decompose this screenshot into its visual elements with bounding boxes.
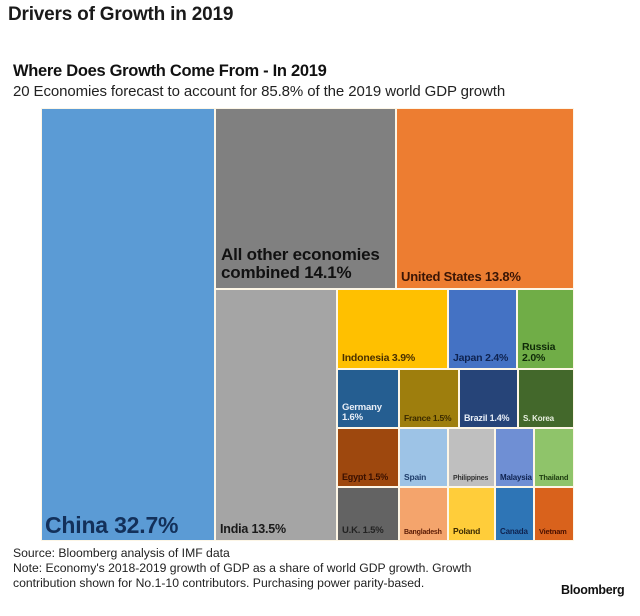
- tile-label: All other economies combined 14.1%: [221, 245, 380, 283]
- treemap-tile-vietnam: Vietnam: [534, 487, 574, 541]
- treemap-tile-poland: Poland: [448, 487, 495, 541]
- tile-label: Malaysia: [500, 472, 532, 482]
- treemap-tile-malaysia: Malaysia: [495, 428, 534, 487]
- bloomberg-logo: Bloomberg: [561, 583, 625, 597]
- treemap-tile-united-states: United States 13.8%: [396, 108, 574, 289]
- treemap-tile-russia: Russia 2.0%: [517, 289, 574, 369]
- treemap-tile-india: India 13.5%: [215, 289, 337, 541]
- treemap-tile-indonesia: Indonesia 3.9%: [337, 289, 448, 369]
- treemap-tile-s-korea: S. Korea: [518, 369, 574, 428]
- treemap-tile-u-k: U.K. 1.5%: [337, 487, 399, 541]
- tile-label: U.K. 1.5%: [342, 525, 384, 537]
- tile-label: Poland: [453, 526, 481, 537]
- tile-label: Thailand: [539, 473, 569, 483]
- tile-label: Philippines: [453, 474, 489, 482]
- treemap-tile-bangladesh: Bangladesh: [399, 487, 448, 541]
- tile-label: Spain: [404, 472, 427, 483]
- tile-label: Canada: [500, 526, 528, 536]
- treemap-tile-japan: Japan 2.4%: [448, 289, 517, 369]
- treemap-tile-spain: Spain: [399, 428, 448, 487]
- tile-label: Russia 2.0%: [522, 340, 556, 364]
- chart-subtitle: 20 Economies forecast to account for 85.…: [13, 83, 506, 100]
- chart-title: Where Does Growth Come From - In 2019: [13, 62, 327, 80]
- tile-label: Japan 2.4%: [453, 351, 509, 364]
- tile-label: India 13.5%: [220, 521, 286, 536]
- treemap-tile-thailand: Thailand: [534, 428, 574, 487]
- source-note: Source: Bloomberg analysis of IMF data: [13, 546, 230, 560]
- treemap-tile-brazil: Brazil 1.4%: [459, 369, 518, 428]
- tile-label: S. Korea: [523, 413, 554, 423]
- treemap-tile-china: China 32.7%: [41, 108, 215, 541]
- tile-label: China 32.7%: [45, 511, 179, 538]
- treemap-tile-philippines: Philippines: [448, 428, 495, 487]
- method-note-line-1: Note: Economy's 2018-2019 growth of GDP …: [13, 561, 472, 575]
- treemap-tile-canada: Canada: [495, 487, 534, 541]
- tile-label: Bangladesh: [404, 528, 442, 536]
- treemap-tile-france: France 1.5%: [399, 369, 459, 428]
- tile-label: Egypt 1.5%: [342, 471, 389, 482]
- treemap-tile-germany: Germany 1.6%: [337, 369, 399, 428]
- method-note-line-2: contribution shown for No.1-10 contribut…: [13, 576, 425, 590]
- footnotes: Source: Bloomberg analysis of IMF data N…: [13, 546, 471, 591]
- treemap-tile-egypt: Egypt 1.5%: [337, 428, 399, 487]
- page-title: Drivers of Growth in 2019: [8, 4, 234, 25]
- tile-label: Germany 1.6%: [342, 402, 382, 424]
- tile-label: Vietnam: [539, 527, 567, 537]
- tile-label: France 1.5%: [404, 413, 452, 424]
- tile-label: Indonesia 3.9%: [342, 351, 416, 364]
- tile-label: Brazil 1.4%: [464, 412, 510, 423]
- tile-label: United States 13.8%: [401, 269, 521, 285]
- treemap-tile-all-other-economies-combined: All other economies combined 14.1%: [215, 108, 396, 289]
